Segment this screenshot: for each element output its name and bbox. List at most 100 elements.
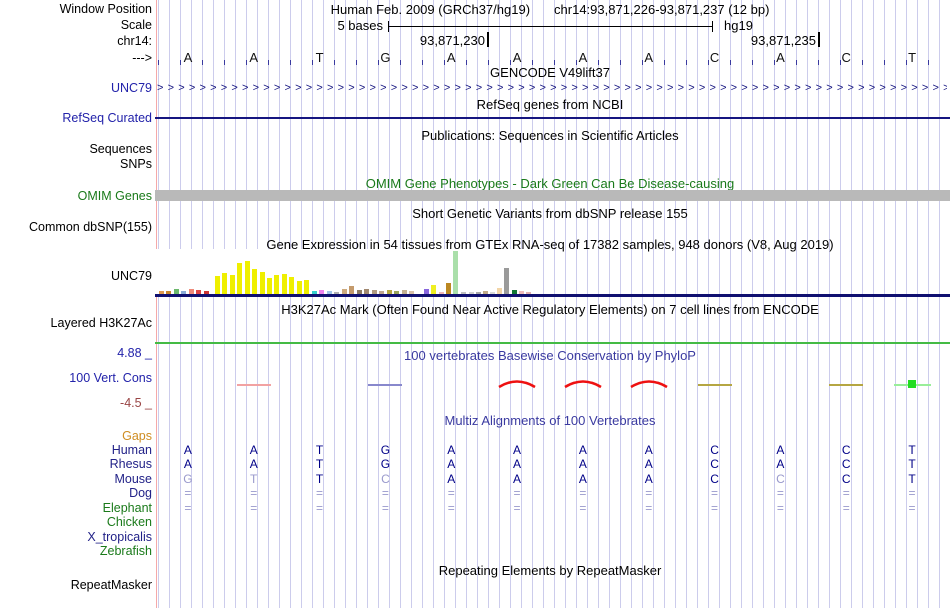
multiz-species-label-chicken[interactable]: Chicken: [106, 515, 152, 530]
unc79-direction-arrows[interactable]: >>>>>>>>>>>>>>>>>>>>>>>>>>>>>>>>>>>>>>>>…: [157, 82, 947, 94]
gtex-expression-bar: [453, 251, 458, 294]
multiz-species-label-gaps[interactable]: Gaps: [122, 428, 152, 443]
gtex-expression-bar: [222, 273, 227, 294]
track-label-repeatmasker[interactable]: RepeatMasker: [70, 578, 152, 592]
multiz-species-label-x_tropicalis[interactable]: X_tropicalis: [87, 529, 152, 544]
track-label-sequences[interactable]: Sequences: [89, 142, 152, 156]
phylop-positive-peak: [564, 380, 602, 389]
track-label-refseq-curated[interactable]: RefSeq Curated: [62, 111, 152, 125]
chrom-row-label: chr14:: [117, 34, 152, 48]
grid-line: [246, 0, 247, 608]
gtex-expression-bar: [334, 292, 339, 294]
base-tick: [488, 60, 489, 65]
phylop-min-label: -4.5 _: [120, 396, 152, 410]
base-tick: [686, 60, 687, 65]
phylop-max-label: 4.88 _: [117, 346, 152, 360]
alignment-base-dog: =: [316, 486, 324, 501]
multiz-species-label-elephant[interactable]: Elephant: [102, 500, 152, 515]
gtex-expression-bar: [364, 289, 369, 294]
track-label-omim-genes[interactable]: OMIM Genes: [77, 189, 152, 203]
scale-bar-right-tick: [712, 21, 713, 32]
grid-line: [279, 0, 280, 608]
track-label-unc79-gtex[interactable]: UNC79: [111, 269, 152, 283]
alignment-base-mouse: A: [447, 471, 456, 486]
alignment-base-human: A: [644, 442, 653, 457]
alignment-base-dog: =: [908, 486, 916, 501]
coordinate-tick-left: [487, 32, 489, 47]
gtex-expression-bar: [497, 288, 502, 294]
grid-line: [752, 0, 753, 608]
sequence-base: A: [512, 50, 522, 65]
gtex-expression-bar: [526, 292, 531, 294]
scale-value: 5 bases: [337, 18, 383, 33]
multiz-species-label-mouse[interactable]: Mouse: [114, 471, 152, 486]
multiz-species-label-zebrafish[interactable]: Zebrafish: [99, 544, 152, 559]
gtex-expression-bar: [230, 275, 235, 294]
refseq-curated-gene-line[interactable]: [155, 117, 950, 119]
grid-line: [928, 0, 929, 608]
gtex-expression-bar: [174, 289, 179, 294]
grid-line: [653, 0, 654, 608]
grid-line: [235, 0, 236, 608]
base-tick: [444, 60, 445, 65]
grid-line: [884, 0, 885, 608]
multiz-species-label-human[interactable]: Human: [111, 442, 152, 457]
track-label-common-dbsnp[interactable]: Common dbSNP(155): [29, 220, 152, 234]
alignment-base-mouse: C: [776, 471, 785, 486]
alignment-base-dog: =: [579, 486, 587, 501]
gtex-expression-bar: [196, 290, 201, 294]
alignment-base-elephant: =: [381, 500, 389, 515]
grid-line: [532, 0, 533, 608]
track-label-snps[interactable]: SNPs: [120, 157, 152, 171]
alignment-base-dog: =: [184, 486, 192, 501]
grid-line: [477, 0, 478, 608]
gtex-expression-bar: [342, 289, 347, 294]
gtex-expression-bar: [504, 268, 509, 294]
base-tick: [554, 60, 555, 65]
label-track-separator: [156, 0, 157, 608]
gtex-expression-bar: [166, 291, 171, 294]
sequence-base: C: [841, 50, 851, 65]
grid-line: [400, 0, 401, 608]
gtex-expression-bar: [327, 291, 332, 294]
gtex-expression-bar: [476, 292, 481, 294]
base-tick: [334, 60, 335, 65]
gtex-expression-bar: [424, 289, 429, 294]
alignment-base-rhesus: C: [710, 457, 719, 472]
alignment-base-elephant: =: [579, 500, 587, 515]
coordinate-tick-right: [818, 32, 820, 47]
alignment-base-dog: =: [447, 486, 455, 501]
phylop-dash: [236, 384, 271, 386]
multiz-species-label-rhesus[interactable]: Rhesus: [109, 457, 152, 472]
alignment-base-elephant: =: [184, 500, 192, 515]
gtex-expression-bar: [289, 277, 294, 294]
h3k27ac-baseline[interactable]: [155, 342, 950, 344]
grid-line: [906, 0, 907, 608]
track-label-unc79-gencode[interactable]: UNC79: [111, 81, 152, 95]
alignment-base-elephant: =: [711, 500, 719, 515]
grid-line: [565, 0, 566, 608]
grid-line: [939, 0, 940, 608]
grid-line: [367, 0, 368, 608]
gtex-expression-bar: [349, 286, 354, 294]
track-label-layered-h3k27ac[interactable]: Layered H3K27Ac: [50, 316, 152, 330]
omim-gene-bar[interactable]: [155, 190, 950, 201]
alignment-base-rhesus: T: [315, 457, 324, 472]
multiz-species-label-dog[interactable]: Dog: [129, 486, 152, 501]
track-label-100-vert-cons[interactable]: 100 Vert. Cons: [69, 371, 152, 385]
grid-line: [785, 0, 786, 608]
grid-line: [411, 0, 412, 608]
alignment-base-rhesus: T: [908, 457, 916, 472]
grid-line: [598, 0, 599, 608]
gtex-expression-bar: [512, 290, 517, 294]
alignment-base-dog: =: [645, 486, 653, 501]
alignment-base-elephant: =: [513, 500, 521, 515]
alignment-base-human: A: [776, 442, 785, 457]
base-tick: [576, 60, 577, 65]
base-tick: [642, 60, 643, 65]
grid-line: [158, 0, 159, 608]
grid-line: [312, 0, 313, 608]
base-tick: [708, 60, 709, 65]
assembly-title: Human Feb. 2009 (GRCh37/hg19): [330, 2, 531, 17]
